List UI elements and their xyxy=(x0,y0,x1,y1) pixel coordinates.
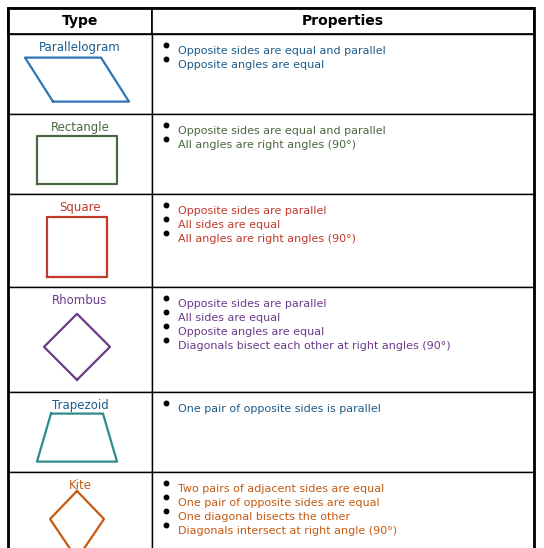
Bar xyxy=(152,194,534,287)
Text: Opposite angles are equal: Opposite angles are equal xyxy=(178,60,324,70)
Bar xyxy=(8,114,152,194)
Text: Parallelogram: Parallelogram xyxy=(39,41,121,54)
Bar xyxy=(152,8,534,34)
Text: One pair of opposite sides is parallel: One pair of opposite sides is parallel xyxy=(178,404,381,414)
Text: All sides are equal: All sides are equal xyxy=(178,220,280,230)
Text: Two pairs of adjacent sides are equal: Two pairs of adjacent sides are equal xyxy=(178,484,384,494)
Text: All angles are right angles (90°): All angles are right angles (90°) xyxy=(178,140,356,150)
Text: All angles are right angles (90°): All angles are right angles (90°) xyxy=(178,234,356,244)
Text: Diagonals bisect each other at right angles (90°): Diagonals bisect each other at right ang… xyxy=(178,341,450,351)
Bar xyxy=(8,8,152,34)
Text: Opposite sides are equal and parallel: Opposite sides are equal and parallel xyxy=(178,126,386,136)
Text: Kite: Kite xyxy=(69,479,91,492)
Text: Opposite angles are equal: Opposite angles are equal xyxy=(178,327,324,337)
Text: One pair of opposite sides are equal: One pair of opposite sides are equal xyxy=(178,498,380,508)
Text: Rectangle: Rectangle xyxy=(51,121,109,134)
Text: Diagonals intersect at right angle (90°): Diagonals intersect at right angle (90°) xyxy=(178,526,397,536)
Bar xyxy=(8,287,152,392)
Text: Opposite sides are parallel: Opposite sides are parallel xyxy=(178,299,326,309)
Bar xyxy=(152,287,534,392)
Text: Trapezoid: Trapezoid xyxy=(52,399,108,412)
Bar xyxy=(8,472,152,548)
Text: One diagonal bisects the other: One diagonal bisects the other xyxy=(178,512,350,522)
Text: Type: Type xyxy=(62,14,98,28)
Text: Opposite sides are parallel: Opposite sides are parallel xyxy=(178,206,326,216)
Bar xyxy=(152,472,534,548)
Text: Properties: Properties xyxy=(302,14,384,28)
Bar xyxy=(8,194,152,287)
Bar xyxy=(152,114,534,194)
Text: Rhombus: Rhombus xyxy=(52,294,108,307)
Text: Square: Square xyxy=(59,201,101,214)
Text: Opposite sides are equal and parallel: Opposite sides are equal and parallel xyxy=(178,46,386,56)
Bar xyxy=(152,392,534,472)
Bar xyxy=(8,34,152,114)
Text: All sides are equal: All sides are equal xyxy=(178,313,280,323)
Bar xyxy=(152,34,534,114)
Bar xyxy=(8,392,152,472)
